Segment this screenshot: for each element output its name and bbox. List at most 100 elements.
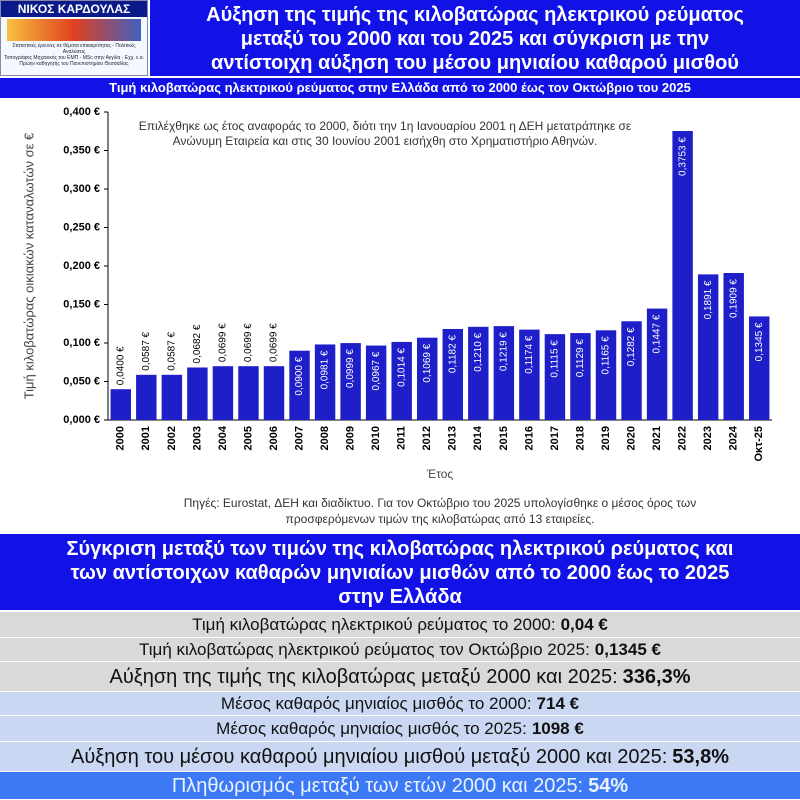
row-text: Αύξηση της τιμής της κιλοβατώρας μεταξύ … [109, 666, 618, 688]
value-label: 0,0400 € [115, 346, 126, 385]
bar [314, 344, 336, 420]
x-tick-label: 2004 [217, 425, 229, 450]
x-tick-label: 2024 [728, 425, 740, 450]
x-tick-label: 2013 [447, 426, 459, 450]
value-label: 0,1345 € [754, 322, 765, 361]
value-label: 0,1129 € [575, 339, 586, 378]
logo-graphic [7, 19, 141, 41]
bar [417, 337, 438, 420]
value-label: 0,0900 € [294, 356, 305, 395]
bar [340, 343, 361, 420]
x-tick-label: Οκτ-25 [753, 426, 765, 462]
bar [442, 328, 463, 420]
x-tick-label: 2011 [396, 426, 408, 450]
bar [749, 316, 770, 420]
logo: ΝΙΚΟΣ ΚΑΡΔΟΥΛΑΣ Στατιστικές έρευνες σε θ… [0, 0, 148, 76]
x-tick-label: 2012 [421, 426, 433, 450]
y-tick-label: 0,150 € [63, 298, 100, 310]
bar [595, 330, 617, 420]
bar [646, 308, 668, 420]
bar [544, 334, 566, 420]
value-label: 0,0981 € [320, 350, 331, 389]
row-value: 54% [588, 775, 629, 797]
annotation: Επιλέχθηκε ως έτος αναφοράς το 2000, διό… [139, 119, 632, 133]
x-tick-label: 2008 [319, 426, 331, 450]
x-tick-label: 2015 [498, 426, 510, 450]
x-tick-label: 2003 [191, 426, 203, 450]
x-tick-label: 2002 [166, 426, 178, 450]
bar [110, 389, 131, 420]
title-line: αντίστοιχη αύξηση του μέσου μηνιαίου καθ… [211, 52, 739, 74]
value-label: 0,0682 € [192, 324, 203, 363]
x-tick-label: 2006 [268, 426, 280, 450]
row-text: Μέσος καθαρός μηνιαίος μισθός το 2025: [216, 719, 527, 738]
x-tick-label: 2023 [702, 426, 714, 450]
y-tick-label: 0,050 € [63, 375, 100, 387]
bar [723, 273, 744, 420]
value-label: 0,0999 € [345, 349, 356, 388]
y-tick-label: 0,250 € [63, 221, 100, 233]
comparison-row: Μέσος καθαρός μηνιαίος μισθός το 2025: 10… [0, 716, 800, 742]
y-tick-label: 0,350 € [63, 144, 100, 156]
comparison-row: Πληθωρισμός μεταξύ των ετών 2000 και 202… [0, 772, 800, 800]
x-tick-label: 2005 [242, 426, 254, 450]
row-text: Τιμή κιλοβατώρας ηλεκτρικού ρεύματος το … [192, 615, 556, 634]
row-value: 714 € [536, 694, 580, 713]
comparison-row: Τιμή κιλοβατώρας ηλεκτρικού ρεύματος το … [0, 612, 800, 638]
value-label: 0,1014 € [396, 347, 407, 386]
value-label: 0,1219 € [498, 332, 509, 371]
bar [391, 341, 412, 420]
value-label: 0,0699 € [218, 323, 229, 362]
bar [519, 329, 540, 420]
logo-line: Τοπογράφος Μηχανικός του ΕΜΠ - MSc στην … [3, 55, 145, 61]
bar [672, 131, 693, 421]
chart-title: Τιμή κιλοβατώρας ηλεκτρικού ρεύματος στη… [0, 78, 800, 98]
x-tick-label: 2016 [523, 426, 535, 450]
value-label: 0,0587 € [141, 331, 152, 370]
x-tick-label: 2007 [293, 426, 305, 450]
y-axis-title: Τιμή κιλοβατώρας οικιακών καταναλωτών σε… [21, 132, 36, 399]
comparison-title-line: Σύγκριση μεταξύ των τιμών της κιλοβατώρα… [66, 538, 734, 560]
comparison-row: Τιμή κιλοβατώρας ηλεκτρικού ρεύματος τον… [0, 638, 800, 662]
y-tick-label: 0,000 € [63, 414, 100, 426]
bar [161, 374, 183, 420]
comparison-row: Μέσος καθαρός μηνιαίος μισθός το 2000: 71… [0, 692, 800, 716]
bar [570, 333, 591, 420]
row-text: Αύξηση του μέσου καθαρού μηνιαίου μισθού… [71, 746, 668, 768]
value-label: 0,3753 € [677, 137, 688, 176]
row-text: Μέσος καθαρός μηνιαίος μισθός το 2000: [220, 694, 532, 713]
value-label: 0,1182 € [447, 335, 458, 374]
row-text: Πληθωρισμός μεταξύ των ετών 2000 και 202… [171, 775, 584, 797]
x-axis-title: Έτος [426, 467, 454, 481]
title-line: μεταξύ του 2000 και του 2025 και σύγκρισ… [240, 28, 710, 50]
x-tick-label: 2017 [549, 426, 561, 450]
logo-name: ΝΙΚΟΣ ΚΑΡΔΟΥΛΑΣ [1, 1, 147, 17]
value-label: 0,0967 € [371, 351, 382, 390]
value-label: 0,0699 € [269, 323, 280, 362]
value-label: 0,1165 € [601, 336, 612, 375]
row-value: 0,04 € [560, 615, 608, 634]
x-tick-label: 2022 [677, 426, 689, 450]
x-tick-label: 2010 [370, 426, 382, 450]
value-label: 0,0699 € [243, 323, 254, 362]
value-label: 0,1210 € [473, 332, 484, 371]
bar [365, 345, 387, 420]
annotation: Ανώνυμη Εταιρεία και στις 30 Ιουνίου 200… [173, 134, 598, 148]
bar [136, 374, 157, 420]
value-label: 0,0587 € [166, 331, 177, 370]
value-label: 0,1282 € [626, 327, 637, 366]
bar [212, 366, 234, 420]
y-tick-label: 0,400 € [63, 106, 100, 118]
title: Αύξηση της τιμής της κιλοβατώρας ηλεκτρι… [150, 0, 800, 76]
value-label: 0,1069 € [422, 343, 433, 382]
value-label: 0,1909 € [728, 279, 739, 318]
row-value: 336,3% [622, 666, 691, 688]
title-line: Αύξηση της τιμής της κιλοβατώρας ηλεκτρι… [206, 4, 744, 26]
bar [468, 326, 489, 420]
bar [621, 321, 642, 420]
x-tick-label: 2000 [115, 426, 127, 450]
comparison-rows: Τιμή κιλοβατώρας ηλεκτρικού ρεύματος το … [0, 612, 800, 800]
logo-line: Πρώην καθηγητής του Πανεπιστημίου Θεσσαλ… [19, 61, 129, 67]
x-tick-label: 2001 [140, 426, 152, 450]
row-value: 1098 € [531, 719, 584, 738]
